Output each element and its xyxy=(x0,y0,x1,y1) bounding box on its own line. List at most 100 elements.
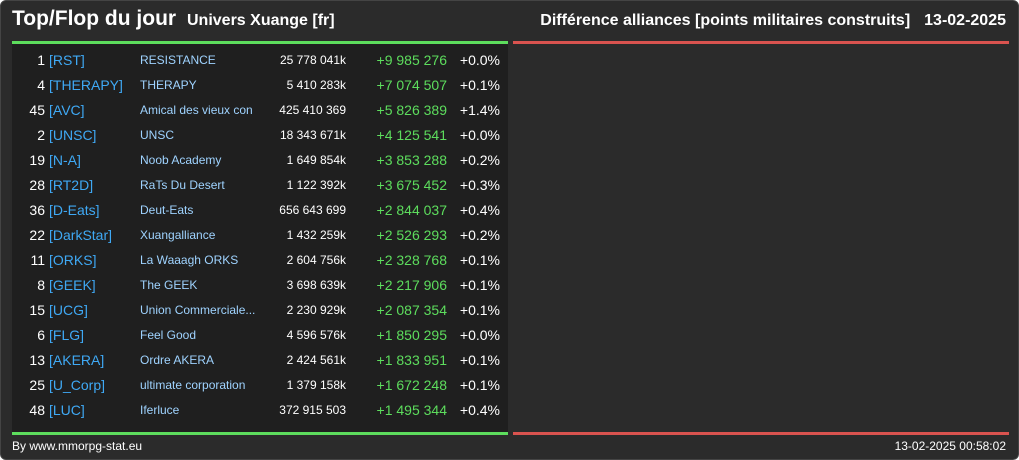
alliance-name-link[interactable]: RaTs Du Desert xyxy=(140,178,225,192)
top-divider-green xyxy=(12,41,508,44)
rank-cell: 28 xyxy=(29,177,45,193)
difference-cell: +2 217 906 xyxy=(376,277,447,293)
table-row: 13 [AKERA] Ordre AKERA 2 424 561k +1 833 951… xyxy=(12,348,508,373)
difference-cell: +1 672 248 xyxy=(376,377,447,393)
alliance-name-link[interactable]: Iferluce xyxy=(140,403,180,417)
rank-cell: 22 xyxy=(29,227,45,243)
percent-cell: +0.0% xyxy=(459,127,500,143)
points-cell: 5 410 283k xyxy=(286,78,346,92)
rank-cell: 15 xyxy=(29,302,45,318)
percent-cell: +0.3% xyxy=(459,177,500,193)
difference-cell: +1 495 344 xyxy=(376,402,447,418)
percent-cell: +0.1% xyxy=(459,277,500,293)
percent-cell: +0.1% xyxy=(459,352,500,368)
rank-cell: 4 xyxy=(37,77,45,93)
alliance-tag-link[interactable]: [U_Corp] xyxy=(49,377,106,393)
page-title: Top/Flop du jour xyxy=(12,7,177,30)
alliance-tag-link[interactable]: [AKERA] xyxy=(49,352,105,368)
alliance-tag-link[interactable]: [AVC] xyxy=(49,102,85,118)
table-row: 19 [N-A] Noob Academy 1 649 854k +3 853 288 +… xyxy=(12,148,508,173)
alliance-tag-link[interactable]: [THERAPY] xyxy=(49,77,123,93)
rank-cell: 1 xyxy=(37,52,45,68)
percent-cell: +0.1% xyxy=(459,302,500,318)
percent-cell: +0.0% xyxy=(459,327,500,343)
alliance-name-link[interactable]: Amical des vieux con xyxy=(140,103,253,117)
points-cell: 1 122 392k xyxy=(286,178,346,192)
percent-cell: +0.2% xyxy=(459,152,500,168)
rank-cell: 2 xyxy=(37,127,45,143)
alliance-tag-link[interactable]: [D-Eats] xyxy=(49,202,100,218)
alliance-tag-link[interactable]: [UNSC] xyxy=(49,127,97,143)
points-cell: 1 432 259k xyxy=(286,228,346,242)
alliance-name-link[interactable]: Feel Good xyxy=(140,328,197,342)
alliance-tag-link[interactable]: [ORKS] xyxy=(49,252,97,268)
percent-cell: +0.1% xyxy=(459,377,500,393)
percent-cell: +0.1% xyxy=(459,252,500,268)
percent-cell: +0.2% xyxy=(459,227,500,243)
rank-cell: 11 xyxy=(30,252,45,268)
rank-cell: 6 xyxy=(37,327,45,343)
percent-cell: +0.0% xyxy=(459,52,500,68)
alliance-name-link[interactable]: The GEEK xyxy=(140,278,198,292)
alliance-name-link[interactable]: RESISTANCE xyxy=(140,53,216,67)
alliance-name-link[interactable]: Ordre AKERA xyxy=(140,353,215,367)
difference-cell: +2 526 293 xyxy=(376,227,447,243)
rank-cell: 13 xyxy=(29,352,45,368)
alliance-name-link[interactable]: UNSC xyxy=(140,128,175,142)
points-cell: 25 778 041k xyxy=(279,53,346,67)
difference-label: Différence alliances [points militaires … xyxy=(540,12,911,29)
table-row: 2 [UNSC] UNSC 18 343 671k +4 125 541 +0.0% xyxy=(12,123,508,148)
percent-cell: +0.4% xyxy=(459,402,500,418)
table-row: 15 [UCG] Union Commerciale... 2 230 929k +2 … xyxy=(12,298,508,323)
points-cell: 1 649 854k xyxy=(286,153,346,167)
alliance-tag-link[interactable]: [UCG] xyxy=(49,302,88,318)
alliance-tag-link[interactable]: [RST] xyxy=(49,52,85,68)
difference-cell: +3 675 452 xyxy=(376,177,447,193)
table-row: 8 [GEEK] The GEEK 3 698 639k +2 217 906 +0.1% xyxy=(12,273,508,298)
alliance-tag-link[interactable]: [N-A] xyxy=(49,152,81,168)
rank-cell: 45 xyxy=(29,102,45,118)
timestamp: 13-02-2025 00:58:02 xyxy=(894,439,1006,453)
table-row: 48 [LUC] Iferluce 372 915 503 +1 495 344 +0.4… xyxy=(12,398,508,423)
alliance-name-link[interactable]: Deut-Eats xyxy=(140,203,194,217)
points-cell: 1 379 158k xyxy=(286,378,346,392)
difference-cell: +5 826 389 xyxy=(376,102,447,118)
points-cell: 2 604 756k xyxy=(286,253,346,267)
alliance-tag-link[interactable]: [FLG] xyxy=(49,327,85,343)
chart-heading: Différence alliances [points militaires … xyxy=(540,12,1006,30)
rank-cell: 25 xyxy=(29,377,45,393)
percent-cell: +0.1% xyxy=(459,77,500,93)
source-link[interactable]: By www.mmorpg-stat.eu xyxy=(12,439,143,453)
alliance-tag-link[interactable]: [DarkStar] xyxy=(49,227,113,243)
points-cell: 656 643 699 xyxy=(279,203,346,217)
table-row: 25 [U_Corp] ultimate corporation 1 379 158k… xyxy=(12,373,508,398)
table-row: 36 [D-Eats] Deut-Eats 656 643 699 +2 844 037… xyxy=(12,198,508,223)
percent-cell: +1.4% xyxy=(459,102,500,118)
difference-cell: +1 850 295 xyxy=(376,327,447,343)
points-cell: 3 698 639k xyxy=(286,278,346,292)
alliance-tag-link[interactable]: [LUC] xyxy=(49,402,85,418)
table-row: 28 [RT2D] RaTs Du Desert 1 122 392k +3 675 4… xyxy=(12,173,508,198)
difference-cell: +4 125 541 xyxy=(376,127,447,143)
table-row: 4 [THERAPY] THERAPY 5 410 283k +7 074 507 +0.… xyxy=(12,73,508,98)
alliance-name-link[interactable]: Union Commerciale... xyxy=(140,303,256,317)
rank-cell: 19 xyxy=(29,152,45,168)
alliance-name-link[interactable]: ultimate corporation xyxy=(140,378,246,392)
difference-cell: +7 074 507 xyxy=(376,77,447,93)
points-cell: 2 230 929k xyxy=(286,303,346,317)
points-cell: 2 424 561k xyxy=(286,353,346,367)
difference-cell: +1 833 951 xyxy=(376,352,447,368)
alliance-name-link[interactable]: La Waaagh ORKS xyxy=(140,253,239,267)
alliance-name-link[interactable]: Xuangalliance xyxy=(140,228,216,242)
alliance-name-link[interactable]: Noob Academy xyxy=(140,153,222,167)
table-row: 22 [DarkStar] Xuangalliance 1 432 259k +2 52… xyxy=(12,223,508,248)
alliance-name-link[interactable]: THERAPY xyxy=(140,78,197,92)
top-alliances-panel: 1 [RST] RESISTANCE 25 778 041k +9 985 276 +0.… xyxy=(12,44,508,432)
rank-cell: 48 xyxy=(29,402,45,418)
alliance-tag-link[interactable]: [RT2D] xyxy=(49,177,94,193)
alliance-tag-link[interactable]: [GEEK] xyxy=(49,277,96,293)
points-cell: 18 343 671k xyxy=(279,128,346,142)
table-row: 6 [FLG] Feel Good 4 596 576k +1 850 295 +0.0% xyxy=(12,323,508,348)
percent-cell: +0.4% xyxy=(459,202,500,218)
